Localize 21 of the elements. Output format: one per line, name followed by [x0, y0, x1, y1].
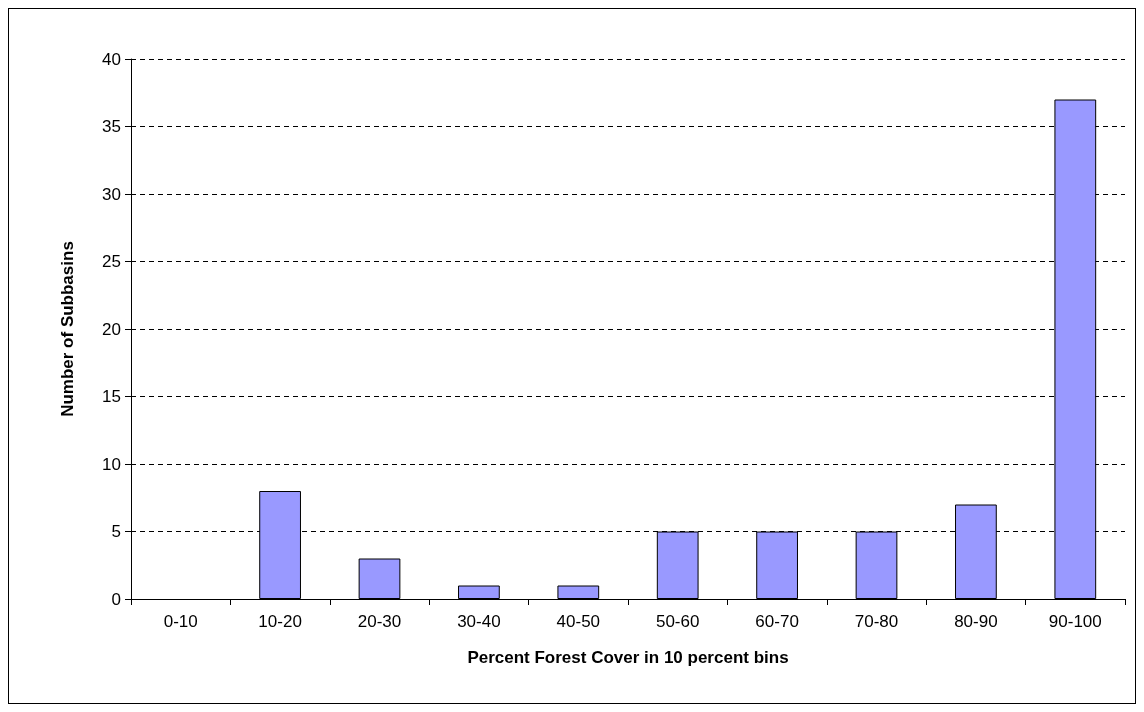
y-tick-label: 35	[102, 117, 121, 136]
y-axis-title: Number of Subbasins	[58, 241, 77, 417]
x-tick-label: 20-30	[357, 612, 402, 631]
x-axis-title: Percent Forest Cover in 10 percent bins	[467, 648, 789, 667]
y-tick-label: 10	[102, 454, 121, 474]
x-tick-label: 50-60	[655, 612, 700, 631]
x-tick-label: 80-90	[954, 612, 998, 631]
y-tick-label: 30	[102, 184, 121, 204]
x-tick-label: 90-100	[1048, 612, 1102, 631]
y-tick-label: 5	[111, 522, 121, 541]
x-tick-label: 40-50	[556, 612, 601, 631]
y-tick-label: 0	[111, 589, 121, 609]
y-tick-label: 20	[102, 319, 121, 339]
x-tick-label: 30-40	[457, 612, 501, 631]
y-tick-label: 15	[102, 387, 121, 406]
y-tick-label: 40	[102, 49, 121, 69]
x-tick-label: 60-70	[755, 612, 799, 631]
x-tick-label: 0-10	[163, 612, 198, 631]
y-tick-label: 25	[102, 252, 121, 271]
x-tick-label: 10-20	[258, 612, 302, 631]
x-tick-label: 70-80	[854, 612, 899, 631]
